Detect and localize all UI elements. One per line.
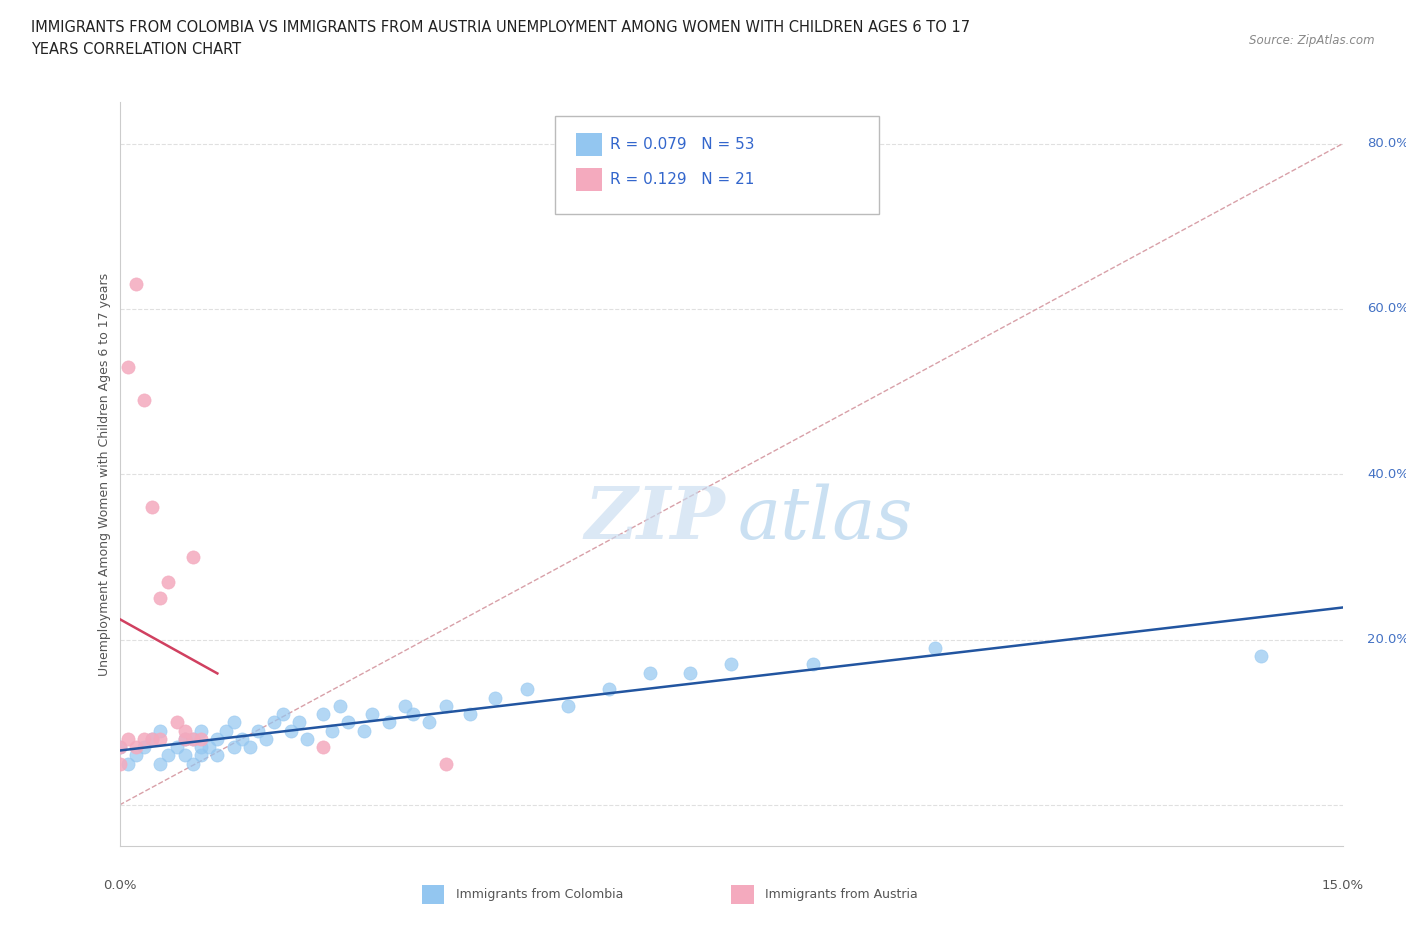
Point [263, 715, 285, 730]
Point [336, 715, 359, 730]
Text: atlas: atlas [737, 484, 912, 554]
Text: 40.0%: 40.0% [1367, 468, 1406, 481]
Point [598, 682, 620, 697]
Point [312, 707, 335, 722]
Point [377, 715, 399, 730]
Point [434, 698, 457, 713]
Point [132, 731, 155, 746]
Point [117, 359, 139, 374]
Point [295, 731, 318, 746]
Point [173, 724, 195, 738]
Text: 20.0%: 20.0% [1367, 633, 1406, 646]
Point [190, 724, 212, 738]
Point [117, 731, 139, 746]
Point [157, 748, 180, 763]
Text: YEARS CORRELATION CHART: YEARS CORRELATION CHART [31, 42, 240, 57]
Point [108, 739, 131, 754]
Point [679, 665, 702, 680]
Point [149, 591, 172, 605]
Point [108, 739, 131, 754]
Point [181, 731, 204, 746]
Point [801, 657, 824, 671]
Point [329, 698, 352, 713]
Point [222, 715, 245, 730]
Text: Immigrants from Colombia: Immigrants from Colombia [456, 888, 623, 901]
Point [198, 739, 221, 754]
Point [181, 731, 204, 746]
Text: ZIP: ZIP [583, 484, 725, 554]
Point [484, 690, 506, 705]
Text: R = 0.129   N = 21: R = 0.129 N = 21 [610, 172, 755, 187]
Point [924, 641, 946, 656]
Point [312, 739, 335, 754]
Point [166, 739, 188, 754]
Point [157, 575, 180, 590]
Point [394, 698, 416, 713]
Point [125, 739, 148, 754]
Text: 0.0%: 0.0% [103, 880, 136, 893]
Point [190, 731, 212, 746]
Point [181, 756, 204, 771]
Point [231, 731, 253, 746]
Point [516, 682, 538, 697]
Point [190, 739, 212, 754]
Point [166, 715, 188, 730]
Point [239, 739, 262, 754]
Point [321, 724, 343, 738]
Text: 60.0%: 60.0% [1367, 302, 1406, 315]
Y-axis label: Unemployment Among Women with Children Ages 6 to 17 years: Unemployment Among Women with Children A… [98, 272, 111, 676]
Point [181, 550, 204, 565]
Point [141, 731, 163, 746]
Point [173, 748, 195, 763]
Point [434, 756, 457, 771]
Point [361, 707, 384, 722]
Point [214, 724, 236, 738]
Point [418, 715, 440, 730]
Point [125, 748, 148, 763]
Point [254, 731, 277, 746]
Text: Source: ZipAtlas.com: Source: ZipAtlas.com [1250, 34, 1375, 47]
Text: Immigrants from Austria: Immigrants from Austria [765, 888, 918, 901]
Point [132, 392, 155, 407]
Point [222, 739, 245, 754]
Point [149, 756, 172, 771]
Text: IMMIGRANTS FROM COLOMBIA VS IMMIGRANTS FROM AUSTRIA UNEMPLOYMENT AMONG WOMEN WIT: IMMIGRANTS FROM COLOMBIA VS IMMIGRANTS F… [31, 20, 970, 35]
Point [207, 748, 229, 763]
Point [247, 724, 270, 738]
Text: 15.0%: 15.0% [1322, 880, 1364, 893]
Point [638, 665, 661, 680]
Point [141, 500, 163, 515]
Point [271, 707, 294, 722]
Point [720, 657, 742, 671]
Point [141, 731, 163, 746]
Point [117, 756, 139, 771]
Point [132, 739, 155, 754]
Point [149, 724, 172, 738]
Point [288, 715, 311, 730]
Point [149, 731, 172, 746]
Point [1250, 649, 1272, 664]
Point [458, 707, 481, 722]
Point [402, 707, 425, 722]
Point [173, 731, 195, 746]
Point [353, 724, 375, 738]
Text: R = 0.079   N = 53: R = 0.079 N = 53 [610, 137, 755, 152]
Point [173, 731, 195, 746]
Point [108, 756, 131, 771]
Text: 80.0%: 80.0% [1367, 137, 1406, 150]
Point [125, 277, 148, 292]
Point [280, 724, 302, 738]
Point [557, 698, 579, 713]
Point [190, 748, 212, 763]
Point [207, 731, 229, 746]
